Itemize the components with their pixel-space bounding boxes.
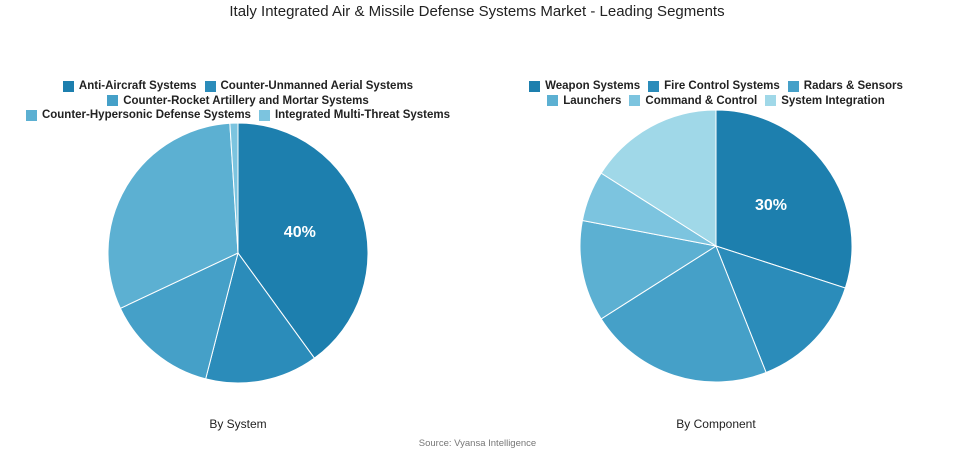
legend-item: Command & Control [629,94,757,109]
legend-item: Launchers [547,94,621,109]
legend-label: System Integration [781,94,885,107]
data-label: 30% [755,197,787,214]
legend-item: System Integration [765,94,885,109]
pie-slice [715,245,846,374]
data-label: 40% [284,224,316,241]
pie-slice [229,122,239,254]
pie-slice [107,122,239,310]
pie-slice [715,109,853,289]
pie-slice [600,109,717,247]
chart-caption: By System [209,417,266,431]
source: Source: Vyansa Intelligence [418,438,537,449]
pie-slice [579,219,718,320]
legend-swatch [204,80,216,92]
pie-slice [237,122,369,359]
legend-swatch [529,80,541,92]
legend: Weapon Systems Fire Control Systems Radars… [496,79,936,108]
legend-label: Counter-Unmanned Aerial Systems [220,80,414,92]
legend-label: Command & Control [645,94,758,107]
legend-item: Counter-Unmanned Aerial Systems [204,79,414,94]
legend-swatch [25,109,37,121]
legend-label: Launchers [563,94,622,107]
pie-slice [600,245,767,383]
pie-slice [119,252,239,380]
legend-swatch [62,80,74,92]
legend-label: Counter-Hypersonic Defense Systems [41,109,251,121]
legend: Anti-Aircraft Systems Counter-Unmanned Ae… [18,79,458,123]
legend-swatch [765,95,777,107]
legend-label: Integrated Multi-Threat Systems [274,109,451,121]
chart-title: Italy Integrated Air & Missile Defense S… [229,3,725,20]
legend-label: Fire Control Systems [664,80,780,92]
legend-swatch [547,95,559,107]
legend-swatch [258,109,270,121]
legend-swatch [787,80,799,92]
legend-item: Integrated Multi-Threat Systems [258,108,451,123]
legend-swatch [107,95,119,107]
chart-caption: By Component [676,417,756,431]
legend-item: Fire Control Systems [648,79,780,94]
legend-swatch [629,95,641,107]
legend-label: Radars & Sensors [803,80,903,92]
legend-label: Anti-Aircraft Systems [78,80,197,92]
legend-label: Counter-Rocket Artillery and Mortar Syst… [123,94,369,107]
legend-swatch [648,80,660,92]
legend-item: Radars & Sensors [787,79,903,94]
legend-label: Weapon Systems [545,80,641,92]
legend-item: Weapon Systems [529,79,640,94]
pie-slice [205,251,316,384]
legend-item: Counter-Rocket Artillery and Mortar Syst… [107,94,369,109]
legend-item: Anti-Aircraft Systems [62,79,197,94]
legend-item: Counter-Hypersonic Defense Systems [25,108,251,123]
